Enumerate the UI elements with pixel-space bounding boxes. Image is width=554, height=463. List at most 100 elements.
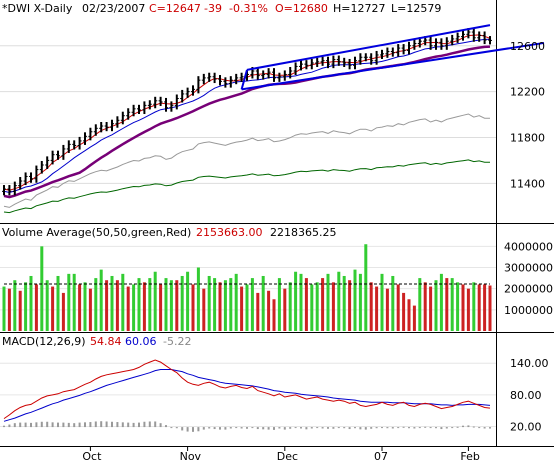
macd-hist-bar [413,427,416,429]
volume-header-label: Volume Average(50,50,green,Red) [2,226,191,239]
volume-bar [321,278,325,331]
macd-tick-label: 20.00 [510,421,542,434]
volume-bar [126,286,130,331]
macd-lines [3,359,491,422]
volume-bar [61,292,65,331]
trend-channel [240,24,545,91]
volume-bar [29,275,33,331]
volume-bar [218,282,222,331]
volume-bar [310,284,314,331]
macd-hist-bar [51,422,54,428]
volume-bar [180,275,184,331]
macd-histogram [3,421,491,432]
macd-hist-bar [229,427,232,429]
volume-bar [466,288,470,331]
volume-header-value1: 2153663.00 [196,226,262,239]
macd-hist-bar [192,427,194,432]
macd-hist-bar [294,427,297,429]
volume-bar [277,278,281,331]
volume-bar [56,275,60,331]
macd-hist-bar [391,427,394,429]
volume-bar [34,284,38,331]
macd-hist-bar [332,427,335,429]
macd-hist-bar [316,427,319,429]
volume-bar [256,292,260,331]
volume-bar [88,288,92,331]
volume-panel [0,224,554,332]
volume-tick-label: 2000000 [504,283,553,296]
macd-hist-bar [451,427,454,429]
macd-hist-bar [181,427,184,431]
volume-bar [18,290,22,331]
x-axis-labels: Oct Nov Dec 07 Feb [82,446,480,463]
macd-hist-bar [3,425,5,428]
volume-bar [175,280,179,331]
volume-bar [331,282,335,331]
macd-hist-bar [219,427,221,430]
volume-bar [348,280,352,331]
volume-bar [488,285,492,331]
x-axis-label: Oct [82,450,102,463]
macd-hist-bar [310,427,313,429]
macd-hist-bar [148,421,151,428]
volume-bar [283,288,287,331]
volume-bar [234,273,238,331]
x-axis-label: Dec [277,450,298,463]
volume-bar [223,280,227,331]
volume-bar [423,282,427,331]
volume-bar [94,278,98,331]
price-tick-label: 12600 [510,40,545,53]
volume-bar [24,282,28,331]
volume-bar [164,278,168,331]
volume-bar [207,275,211,331]
macd-hist-bar [445,427,448,429]
price-bars [2,28,492,196]
macd-tick-labels: 20.00 80.00 140.00 [510,357,549,433]
macd-hist-bar [381,427,383,429]
volume-bar [45,280,49,331]
volume-bar [267,290,271,331]
volume-bar [315,282,319,331]
macd-hist-bar [483,427,486,429]
macd-hist-bar [159,423,162,428]
volume-bar [472,282,476,331]
macd-hist-bar [138,422,140,428]
price-header-change-pct: -0.31% [229,2,268,15]
volume-bar [342,275,346,331]
macd-hist-bar [321,427,324,429]
macd-hist-bar [235,427,238,429]
volume-bar [261,275,265,331]
macd-hist-bar [429,427,432,429]
volume-bar [364,244,368,331]
volume-bar [445,278,449,331]
macd-hist-bar [143,421,146,428]
volume-bar [353,269,357,331]
x-axis-label: 07 [374,450,388,463]
macd-hist-bar [278,427,281,429]
volume-tick-labels: 1000000 2000000 3000000 4000000 [504,240,553,316]
macd-hist-bar [132,422,135,428]
ma-gray-line [3,113,491,208]
macd-line [3,359,491,420]
volume-bar [369,282,373,331]
volume-bar [99,269,103,331]
macd-hist-bar [78,422,81,428]
macd-hist-bar [364,427,367,430]
macd-signal-line [3,369,491,422]
macd-header-label: MACD(12,26,9) [2,335,86,348]
volume-bar [148,278,152,331]
macd-hist-bar [111,421,113,428]
price-tick-label: 11400 [510,177,545,190]
volume-bar [450,278,454,331]
volume-bar [385,288,389,331]
volume-tick-label: 3000000 [504,262,553,275]
macd-hist-bar [13,423,16,428]
macd-hist-bar [289,427,292,429]
macd-hist-bar [370,427,373,429]
macd-hist-bar [283,427,286,430]
volume-bar [153,271,157,331]
volume-bar [105,280,109,331]
x-axis-label: Feb [460,450,479,463]
macd-hist-bar [354,427,356,429]
